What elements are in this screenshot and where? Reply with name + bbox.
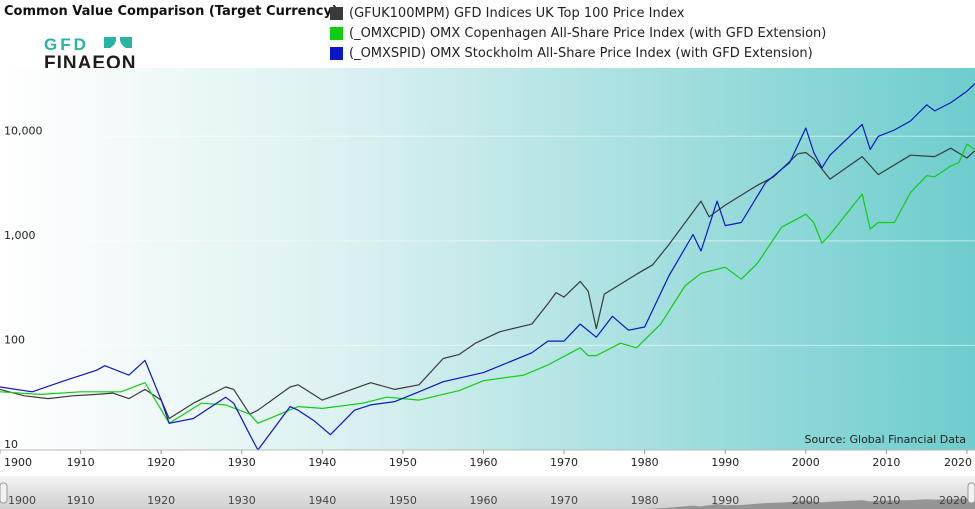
series-line-2: [0, 83, 975, 451]
plot-background: [0, 68, 975, 450]
legend-swatch: [330, 6, 343, 20]
x-tick-label: 1960: [469, 456, 497, 469]
navigator-tick-label: 1910: [67, 494, 95, 507]
x-tick-label: 1950: [389, 456, 417, 469]
legend-label: (GFUK100MPM) GFD Indices UK Top 100 Pric…: [349, 5, 685, 21]
svg-text:FINAEON: FINAEON: [44, 53, 137, 72]
x-tick-label: 1990: [711, 456, 739, 469]
navigator-tick-label: 1950: [389, 494, 417, 507]
gfd-finaeon-logo: GFD FINAEON: [44, 35, 137, 72]
legend-label: (_OMXCPID) OMX Copenhagen All-Share Pric…: [349, 25, 827, 41]
series-layer: [0, 83, 975, 451]
series-line-0: [0, 147, 975, 420]
x-tick-label: 1910: [67, 456, 95, 469]
navigator-series-area: [0, 498, 975, 509]
x-tick-label: 2020: [944, 456, 972, 469]
navigator-tick-label: 1940: [308, 494, 336, 507]
navigator-tick-label: 1980: [631, 494, 659, 507]
chart-title: Common Value Comparison (Target Currency…: [4, 4, 338, 19]
leaf-icon: [104, 37, 132, 48]
navigator-tick-label: 2000: [792, 494, 820, 507]
navigator[interactable]: 1900 1910 1920 1930 1940 1950 1960 1970 1980 1990…: [0, 476, 975, 509]
navigator-tick-label: 1960: [469, 494, 497, 507]
x-tick-label: 1980: [631, 456, 659, 469]
x-tick-label: 1940: [308, 456, 336, 469]
y-tick-label: 100: [4, 333, 25, 346]
legend-item-stockholm[interactable]: (_OMXSPID) OMX Stockholm All-Share Price…: [330, 43, 826, 63]
x-axis: 1900 1910 1920 1930 1940 1950 1960 1970 1980 1990…: [0, 450, 972, 469]
navigator-handle-left[interactable]: [0, 482, 8, 504]
navigator-tick-label: 1970: [550, 494, 578, 507]
x-tick-label: 1900: [4, 456, 32, 469]
legend-swatch: [330, 46, 343, 60]
y-tick-label: 1,000: [4, 229, 36, 242]
navigator-tick-label: 1990: [711, 494, 739, 507]
navigator-handle-right[interactable]: [967, 482, 975, 504]
navigator-tick-label: 1900: [8, 494, 36, 507]
y-tick-label: 10: [4, 438, 18, 451]
legend-label: (_OMXSPID) OMX Stockholm All-Share Price…: [349, 45, 813, 61]
x-tick-label: 1920: [147, 456, 175, 469]
x-tick-label: 1970: [550, 456, 578, 469]
svg-text:GFD: GFD: [44, 35, 89, 54]
legend-item-uk100[interactable]: (GFUK100MPM) GFD Indices UK Top 100 Pric…: [330, 3, 826, 23]
x-tick-label: 1930: [228, 456, 256, 469]
legend-swatch: [330, 26, 343, 40]
navigator-ticks: 1900 1910 1920 1930 1940 1950 1960 1970 1980 1990…: [8, 494, 967, 507]
navigator-tick-label: 1920: [147, 494, 175, 507]
series-line-1: [0, 143, 975, 424]
y-tick-label: 10,000: [4, 124, 43, 137]
legend-item-copenhagen[interactable]: (_OMXCPID) OMX Copenhagen All-Share Pric…: [330, 23, 826, 43]
x-tick-label: 2000: [792, 456, 820, 469]
navigator-tick-label: 2010: [872, 494, 900, 507]
source-annotation: Source: Global Financial Data: [805, 433, 967, 446]
chart-header: Common Value Comparison (Target Currency…: [0, 0, 975, 72]
y-axis: 10 100 1,000 10,000: [4, 124, 43, 451]
navigator-tick-label: 2020: [939, 494, 967, 507]
legend: (GFUK100MPM) GFD Indices UK Top 100 Pric…: [330, 3, 826, 63]
x-tick-label: 2010: [872, 456, 900, 469]
navigator-tick-label: 1930: [228, 494, 256, 507]
